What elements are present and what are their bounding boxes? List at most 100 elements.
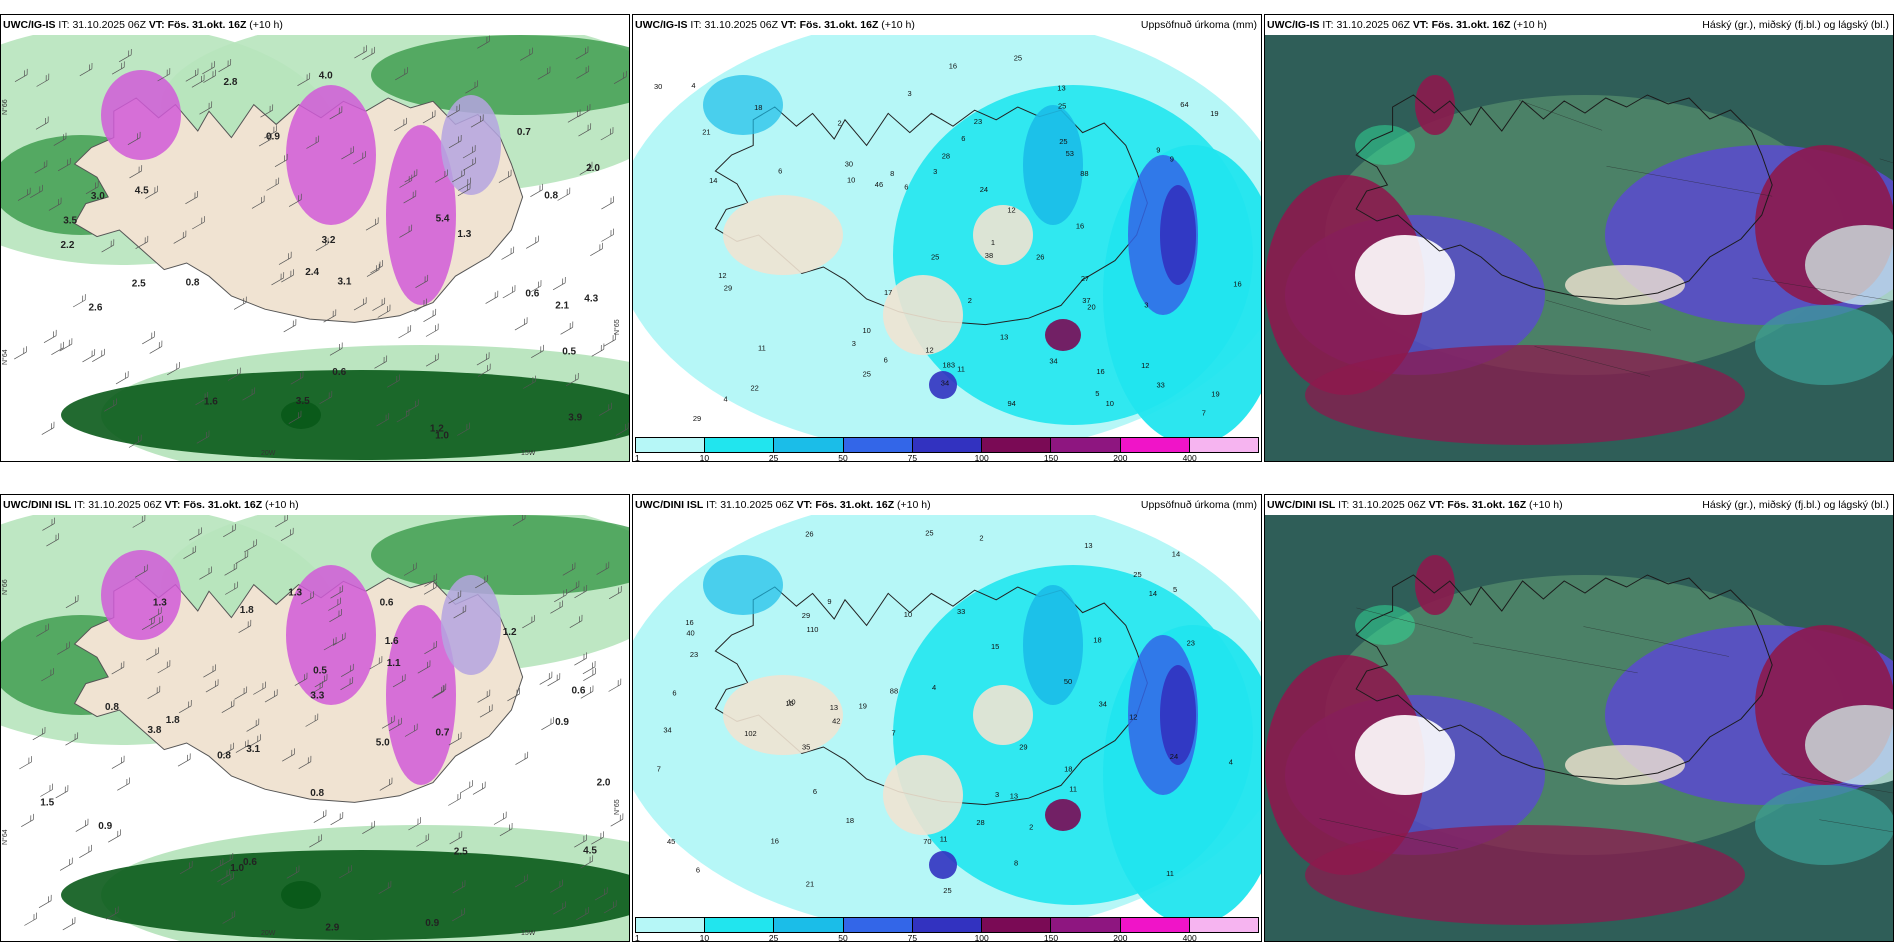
accum-value-label: 29 bbox=[1019, 743, 1027, 752]
accum-value-label: 16 bbox=[685, 618, 693, 627]
accum-100-150mm bbox=[1045, 799, 1081, 831]
accum-value-label: 25 bbox=[863, 370, 871, 379]
wind-barb bbox=[431, 685, 445, 699]
wind-barb bbox=[460, 780, 473, 794]
accum-value-label: 21 bbox=[702, 128, 710, 137]
wind-barb bbox=[42, 517, 55, 531]
wind-barb bbox=[315, 237, 329, 252]
precip-value-label: 2.2 bbox=[61, 240, 75, 251]
wind-barb bbox=[217, 868, 230, 883]
wind-barb bbox=[378, 880, 392, 895]
wind-barb bbox=[141, 616, 155, 631]
legend-swatch bbox=[774, 918, 844, 932]
map-accumulated-precip[interactable]: 2 4 2 3 19 29 11 14 11 13 7 10 6 29 33 25 34 23 15 35 13 24 6 1… bbox=[633, 515, 1261, 941]
land-dry bbox=[723, 195, 843, 275]
wind-barb bbox=[365, 217, 379, 231]
wind-barb bbox=[404, 723, 418, 737]
wind-barb bbox=[306, 135, 320, 149]
accum-value-label: 8 bbox=[1014, 859, 1018, 868]
precip-value-label: 0.8 bbox=[105, 702, 119, 713]
accum-value-label: 183 bbox=[943, 361, 956, 370]
wind-barb bbox=[177, 753, 191, 767]
wind-barb bbox=[449, 831, 463, 845]
accum-value-label: 25 bbox=[1014, 54, 1022, 63]
precip-value-label: 1.3 bbox=[457, 229, 471, 240]
legend-swatch bbox=[774, 438, 844, 452]
land-clear bbox=[1565, 745, 1685, 785]
accum-value-label: 5 bbox=[1095, 389, 1099, 398]
accum-value-label: 35 bbox=[802, 743, 810, 752]
accum-value-label: 29 bbox=[724, 284, 732, 293]
legend-swatch bbox=[705, 918, 775, 932]
high-cloud-area bbox=[1305, 825, 1745, 925]
accum-value-label: 13 bbox=[1010, 791, 1018, 800]
wind-barb bbox=[530, 183, 543, 198]
graticule-line bbox=[1534, 346, 1650, 377]
wind-barb bbox=[377, 304, 391, 318]
wind-barb bbox=[283, 319, 297, 333]
panel-accum-igis: UWC/IG-IS IT: 31.10.2025 06Z VT: Fös. 31… bbox=[632, 14, 1262, 462]
panel-title: Háský (gr.), miðský (fj.bl.) og lágský (… bbox=[1702, 499, 1889, 511]
wind-barb bbox=[362, 46, 375, 61]
wind-barb bbox=[41, 421, 55, 435]
precip-value-label: 0.6 bbox=[332, 367, 346, 378]
wind-barb bbox=[199, 101, 213, 115]
panel-header: UWC/DINI ISL IT: 31.10.2025 06Z VT: Fös.… bbox=[635, 499, 931, 511]
accum-value-label: 3 bbox=[933, 167, 937, 176]
wind-barb bbox=[408, 817, 421, 831]
wind-barb bbox=[43, 329, 57, 344]
accum-value-label: 42 bbox=[832, 717, 840, 726]
wind-barb bbox=[224, 562, 238, 576]
wind-barb bbox=[235, 739, 249, 753]
iceland-coastline bbox=[714, 106, 1148, 326]
precip-value-label: 0.5 bbox=[562, 346, 576, 357]
wind-barb bbox=[601, 228, 614, 242]
map-clouds[interactable] bbox=[1265, 515, 1893, 941]
high-cloud-area bbox=[1265, 175, 1425, 395]
accum-value-label: 6 bbox=[778, 167, 782, 176]
legend-tick-label: 150 bbox=[1043, 933, 1059, 942]
wind-barb bbox=[314, 674, 328, 688]
accum-value-label: 94 bbox=[1008, 399, 1016, 408]
wind-barb bbox=[323, 637, 337, 651]
wind-barb bbox=[405, 399, 419, 413]
map-accumulated-precip[interactable]: 4 3 1 2 3 25 12 13 16 3 7 10 6 16 34 30 37 29 25 19 30 22 34 26… bbox=[633, 35, 1261, 461]
high-cloud-area bbox=[1415, 555, 1455, 615]
accum-value-label: 16 bbox=[1096, 367, 1104, 376]
legend-tick-label: 25 bbox=[768, 453, 779, 462]
accum-value-label: 3 bbox=[995, 790, 999, 799]
wind-barb bbox=[579, 161, 593, 175]
accum-value-label: 70 bbox=[923, 837, 931, 846]
accum-value-label: 7 bbox=[1202, 409, 1206, 418]
wind-barb bbox=[575, 46, 589, 60]
map-precip-wind[interactable]: 1.0 0.5 0.9 0.6 0.8 0.7 1.6 3.1 3.3 2.5 2.0 5.0 1.1 1… bbox=[1, 515, 629, 941]
accum-value-label: 12 bbox=[1007, 205, 1015, 214]
wind-barb bbox=[150, 615, 163, 629]
precip-value-label: 2.0 bbox=[597, 778, 611, 789]
wind-barb bbox=[417, 660, 431, 674]
accum-25-50mm bbox=[1023, 585, 1083, 705]
wind-barb bbox=[40, 783, 53, 797]
wind-barb bbox=[448, 732, 462, 746]
wind-barb bbox=[423, 308, 437, 323]
wind-barb bbox=[244, 539, 257, 553]
wind-barb bbox=[14, 68, 28, 83]
precip-value-label: 0.9 bbox=[425, 918, 439, 929]
wind-barb bbox=[362, 820, 375, 835]
precip-intense-area bbox=[286, 85, 376, 225]
map-precip-wind[interactable]: 0.5 0.6 0.7 0.8 0.9 1.2 2.0 2.5 3.1 3.5 4.0 5.4 1.3 1… bbox=[1, 35, 629, 461]
wind-barb bbox=[59, 857, 73, 871]
precip-value-label: 0.8 bbox=[217, 751, 231, 762]
accum-value-label: 34 bbox=[1099, 700, 1107, 709]
wind-barb bbox=[485, 290, 499, 304]
precip-value-label: 2.8 bbox=[224, 77, 238, 88]
axis-label: N°65 bbox=[613, 319, 621, 335]
accum-value-label: 16 bbox=[949, 62, 957, 71]
precip-value-label: 1.2 bbox=[430, 424, 444, 435]
accum-value-label: 18 bbox=[754, 103, 762, 112]
panel-header: UWC/IG-IS IT: 31.10.2025 06Z VT: Fös. 31… bbox=[635, 19, 915, 31]
accum-value-label: 10 bbox=[847, 176, 855, 185]
map-clouds[interactable] bbox=[1265, 35, 1893, 461]
precip-value-label: 1.8 bbox=[240, 605, 254, 616]
land-dry bbox=[883, 755, 963, 835]
